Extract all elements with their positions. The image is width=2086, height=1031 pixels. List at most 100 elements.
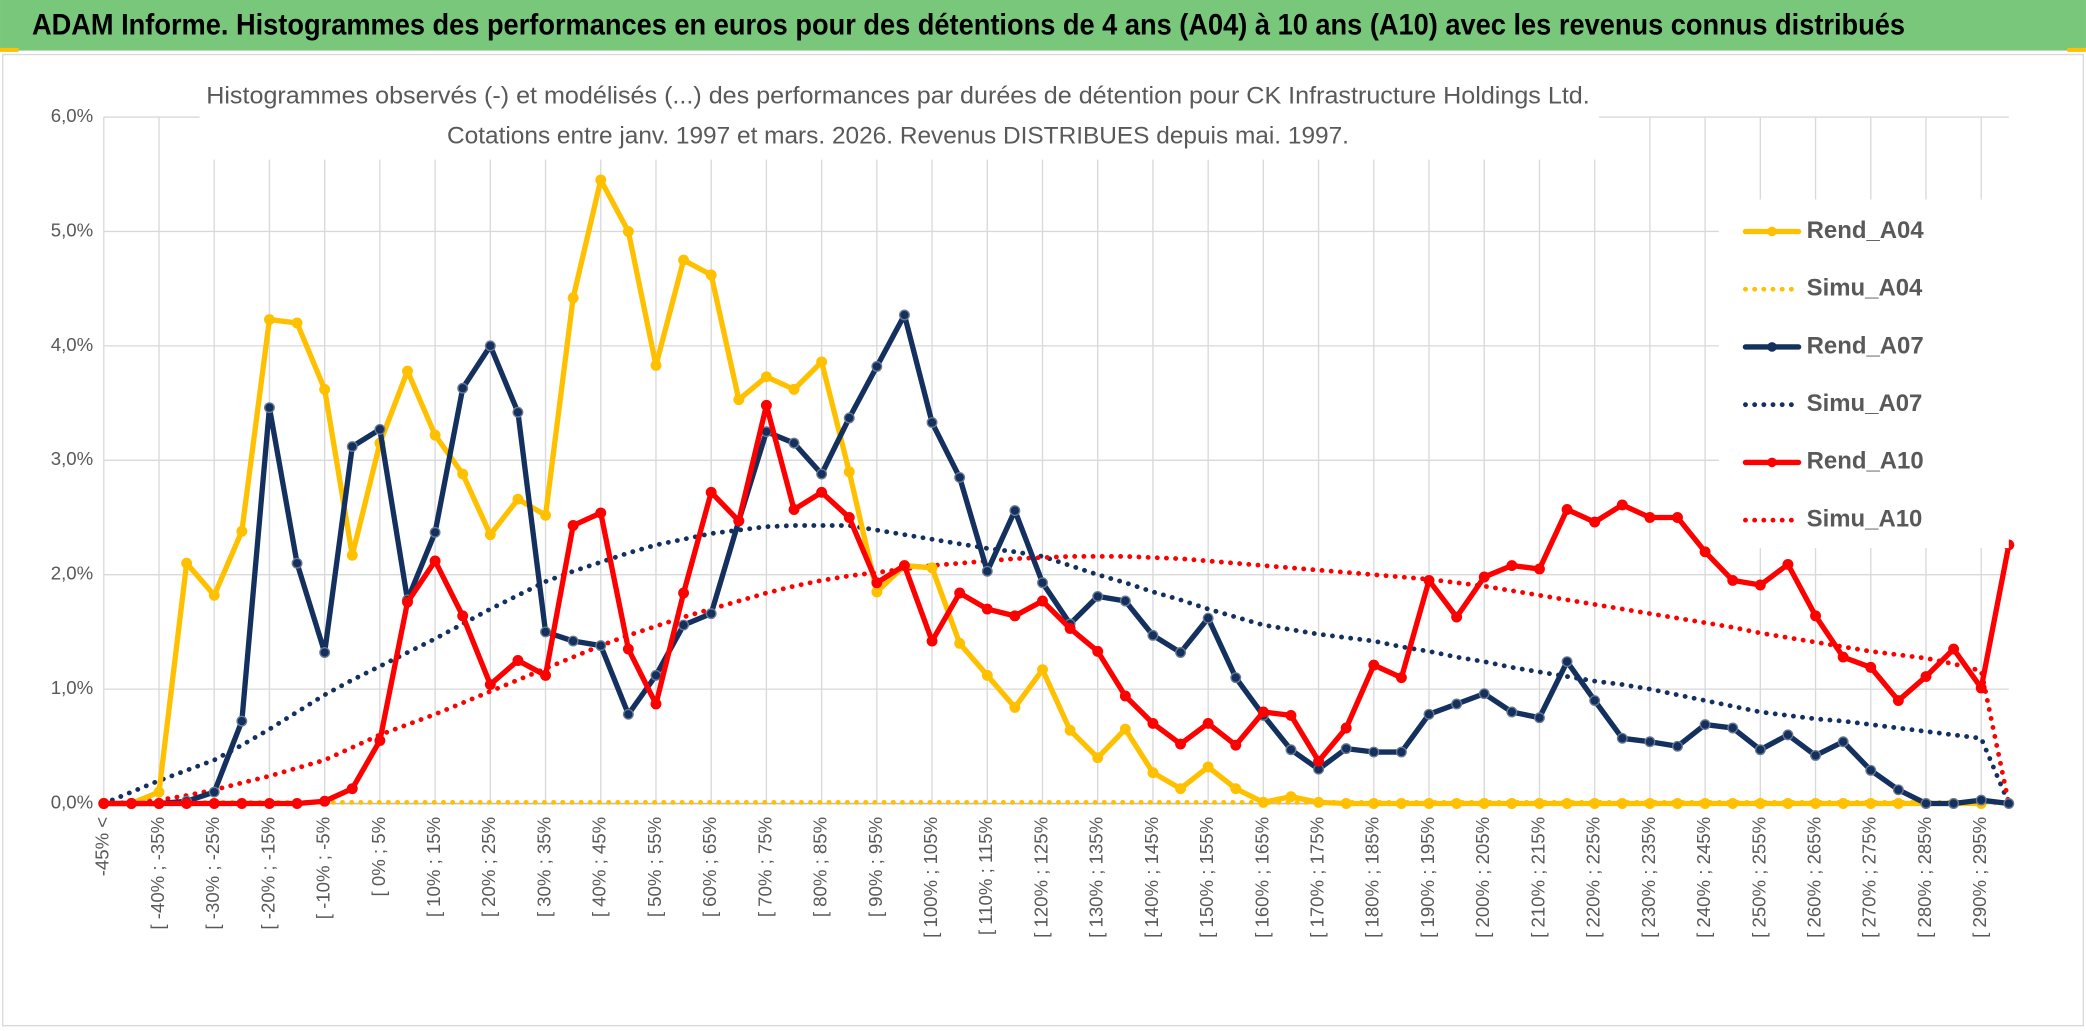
x-tick-label: [ 80% ; 85% <box>810 817 831 917</box>
x-tick-label: [ 70% ; 75% <box>754 817 775 917</box>
data-point <box>319 383 331 395</box>
data-point <box>1754 579 1766 591</box>
legend-label: Rend_A04 <box>1807 217 1925 244</box>
y-tick-label: 0,0% <box>51 791 93 812</box>
legend-label: Rend_A07 <box>1807 332 1924 359</box>
data-point <box>567 292 579 304</box>
title-background <box>199 77 1600 160</box>
data-point <box>153 798 165 809</box>
y-tick-label: 3,0% <box>51 448 93 469</box>
data-point <box>291 557 303 569</box>
data-point <box>1892 784 1904 796</box>
data-point <box>484 679 496 690</box>
data-point <box>1147 629 1159 641</box>
data-point <box>346 441 358 453</box>
data-point <box>1092 590 1104 602</box>
data-point <box>733 394 745 406</box>
data-point <box>236 798 248 809</box>
data-point <box>346 783 358 795</box>
data-point <box>1230 739 1242 751</box>
data-point <box>871 577 883 589</box>
data-point <box>1230 672 1242 684</box>
x-tick-label: [ 290% ; 295% <box>1969 817 1990 938</box>
data-point <box>1616 732 1628 744</box>
x-tick-label: [ 140% ; 145% <box>1141 817 1162 938</box>
data-point <box>1920 798 1932 809</box>
data-point <box>595 174 607 186</box>
observed-line <box>101 312 2012 807</box>
data-point <box>705 486 717 498</box>
data-point <box>1837 651 1849 663</box>
data-point <box>1064 724 1076 736</box>
data-point <box>1782 798 1794 809</box>
x-tick-label: [ 280% ; 285% <box>1914 817 1935 938</box>
data-point <box>98 798 110 809</box>
x-tick-label: [ 240% ; 245% <box>1693 817 1714 938</box>
x-tick-label: [ -20% ; -15% <box>257 817 278 930</box>
data-point <box>1699 719 1711 731</box>
data-point <box>1451 798 1463 809</box>
data-point <box>1064 623 1076 634</box>
data-point <box>788 504 800 515</box>
data-point <box>650 669 662 681</box>
data-point <box>1699 546 1711 558</box>
data-point <box>1672 740 1683 752</box>
data-point <box>1506 706 1518 718</box>
data-point <box>1672 798 1683 809</box>
data-point <box>954 637 966 649</box>
data-point <box>1948 798 1960 809</box>
data-point <box>954 587 966 599</box>
x-tick-label: [ 90% ; 95% <box>865 817 886 917</box>
data-point <box>263 798 275 809</box>
x-tick-label: [ 260% ; 265% <box>1803 817 1824 938</box>
x-tick-label: [ -10% ; -5% <box>313 817 334 919</box>
data-point <box>843 412 855 424</box>
data-point <box>236 715 248 727</box>
data-point <box>1037 595 1048 607</box>
data-point <box>678 587 690 599</box>
data-point <box>1561 656 1573 668</box>
data-point <box>816 356 828 368</box>
data-point <box>760 371 772 383</box>
data-point <box>181 557 193 569</box>
data-point <box>705 269 717 281</box>
data-point <box>1451 698 1463 710</box>
data-point <box>402 596 413 608</box>
y-tick-label: 5,0% <box>51 219 93 240</box>
data-point <box>1506 798 1518 809</box>
data-point <box>1395 746 1407 758</box>
data-point <box>622 708 634 720</box>
data-point <box>1589 798 1601 809</box>
data-point <box>1202 761 1214 773</box>
model-line <box>101 523 2012 806</box>
data-point <box>1534 798 1545 809</box>
data-point <box>1285 791 1297 803</box>
legend: Rend_A04 Simu_A04 Rend_A07 Simu_A07 Rend_A10… <box>1718 199 2009 549</box>
data-point <box>1837 798 1849 809</box>
data-point <box>512 493 524 505</box>
legend-marker <box>1767 226 1777 237</box>
data-point <box>733 515 745 527</box>
series-layer <box>98 174 2015 809</box>
data-point <box>981 565 993 577</box>
data-point <box>319 795 331 807</box>
data-point <box>457 468 469 480</box>
data-point <box>1285 709 1297 721</box>
data-point <box>429 526 441 538</box>
x-tick-label: [ 180% ; 185% <box>1362 817 1383 938</box>
data-point <box>1423 798 1435 809</box>
data-point <box>1478 798 1490 809</box>
data-point <box>540 509 551 521</box>
legend-label: Simu_A07 <box>1807 390 1923 417</box>
data-point <box>1395 798 1407 809</box>
data-point <box>788 383 800 395</box>
data-point <box>1313 796 1325 808</box>
data-point <box>926 562 938 574</box>
data-point <box>1147 717 1159 729</box>
data-point <box>540 669 551 681</box>
data-point <box>1975 794 1987 806</box>
data-point <box>1478 571 1490 583</box>
data-point <box>1257 796 1269 808</box>
data-point <box>1782 558 1794 570</box>
y-tick-label: 1,0% <box>51 677 93 698</box>
